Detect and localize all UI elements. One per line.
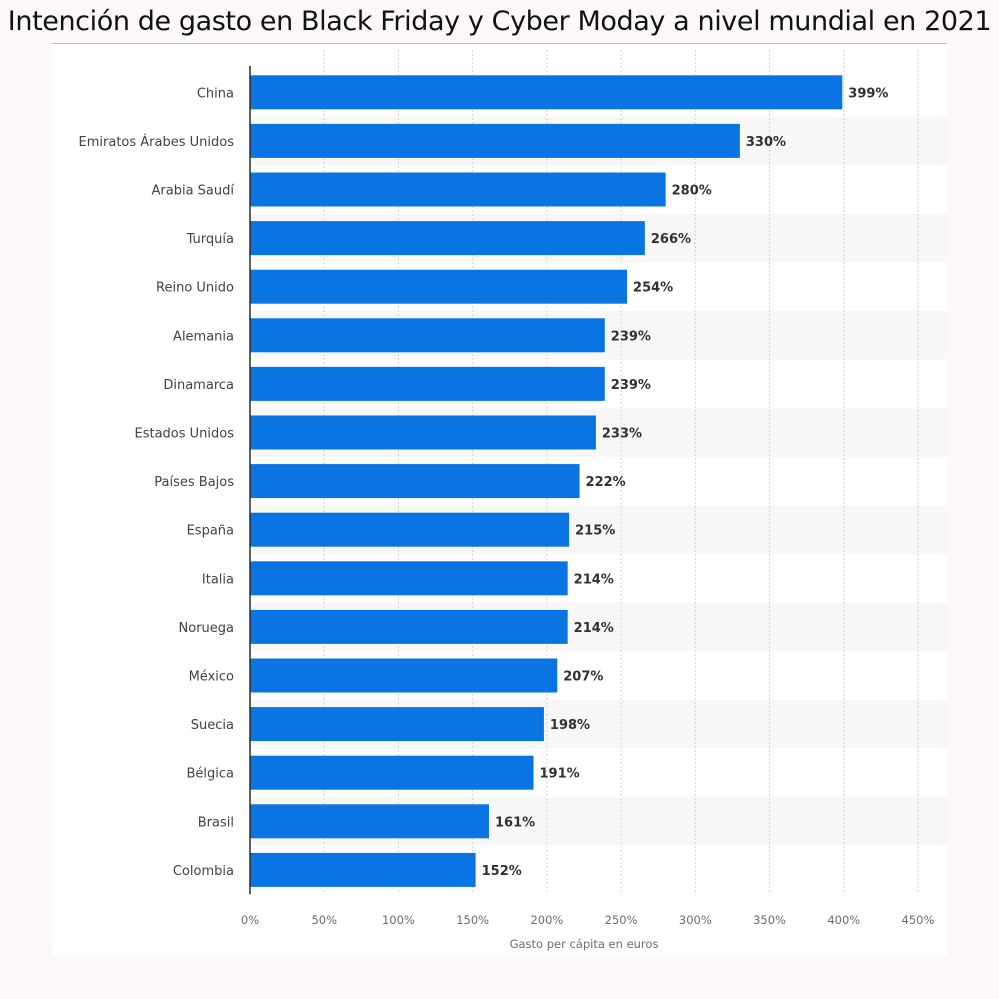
title-divider (52, 43, 947, 44)
x-axis-title: Gasto per cápita en euros (510, 937, 659, 951)
category-label: Noruega (179, 621, 234, 636)
data-label: 266% (651, 232, 691, 247)
category-label: Reino Unido (156, 281, 234, 296)
data-label: 239% (611, 378, 651, 393)
data-label: 280% (672, 184, 712, 199)
bar (250, 707, 544, 742)
data-label: 254% (633, 281, 673, 296)
x-tick-label: 450% (902, 913, 935, 927)
category-label: España (187, 524, 234, 539)
bar (250, 561, 568, 596)
bar (250, 804, 489, 839)
bar (250, 512, 570, 547)
category-label: Dinamarca (163, 378, 234, 393)
category-label: Estados Unidos (134, 427, 234, 442)
category-label: Turquía (186, 232, 234, 247)
data-label: 214% (574, 572, 614, 587)
category-label: Países Bajos (154, 475, 234, 490)
bar (250, 123, 740, 158)
data-label: 198% (550, 718, 590, 733)
data-label: 191% (540, 767, 580, 782)
category-label: China (197, 86, 234, 101)
bar (250, 755, 534, 790)
x-tick-label: 200% (530, 913, 563, 927)
category-label: Italia (202, 572, 234, 587)
bar (250, 318, 605, 353)
category-label: Arabia Saudí (152, 184, 235, 199)
category-label: Suecia (191, 718, 234, 733)
x-tick-label: 250% (605, 913, 638, 927)
data-label: 399% (848, 86, 888, 101)
category-label: Emiratos Árabes Unidos (79, 134, 235, 150)
bar (250, 609, 568, 644)
page-title: Intención de gasto en Black Friday y Cyb… (7, 6, 992, 37)
data-label: 330% (746, 135, 786, 150)
bar (250, 366, 605, 401)
bar (250, 658, 558, 693)
x-tick-label: 350% (753, 913, 786, 927)
bar (250, 221, 645, 256)
x-tick-label: 50% (311, 913, 337, 927)
bar (250, 75, 843, 110)
category-label: Brasil (198, 815, 234, 830)
data-label: 152% (482, 864, 522, 879)
x-tick-label: 300% (679, 913, 712, 927)
bar (250, 464, 580, 499)
chart-panel: China 399% Emiratos Árabes Unidos 330% Arabi… (52, 44, 947, 955)
x-tick-label: 100% (382, 913, 415, 927)
category-label: Colombia (173, 864, 234, 879)
x-tick-label: 150% (456, 913, 489, 927)
data-label: 207% (563, 670, 603, 685)
category-label: Bélgica (186, 767, 234, 782)
bar (250, 852, 476, 887)
data-label: 161% (495, 815, 535, 830)
data-label: 215% (575, 524, 615, 539)
data-label: 222% (586, 475, 626, 490)
x-tick-label: 400% (827, 913, 860, 927)
data-label: 214% (574, 621, 614, 636)
x-tick-label: 0% (241, 913, 259, 927)
data-label: 239% (611, 329, 651, 344)
bar (250, 269, 628, 304)
bar-chart: China 399% Emiratos Árabes Unidos 330% Arabi… (79, 50, 947, 951)
data-label: 233% (602, 427, 642, 442)
category-label: Alemania (173, 329, 234, 344)
bar (250, 172, 666, 207)
category-label: México (189, 670, 234, 685)
bar (250, 415, 596, 450)
